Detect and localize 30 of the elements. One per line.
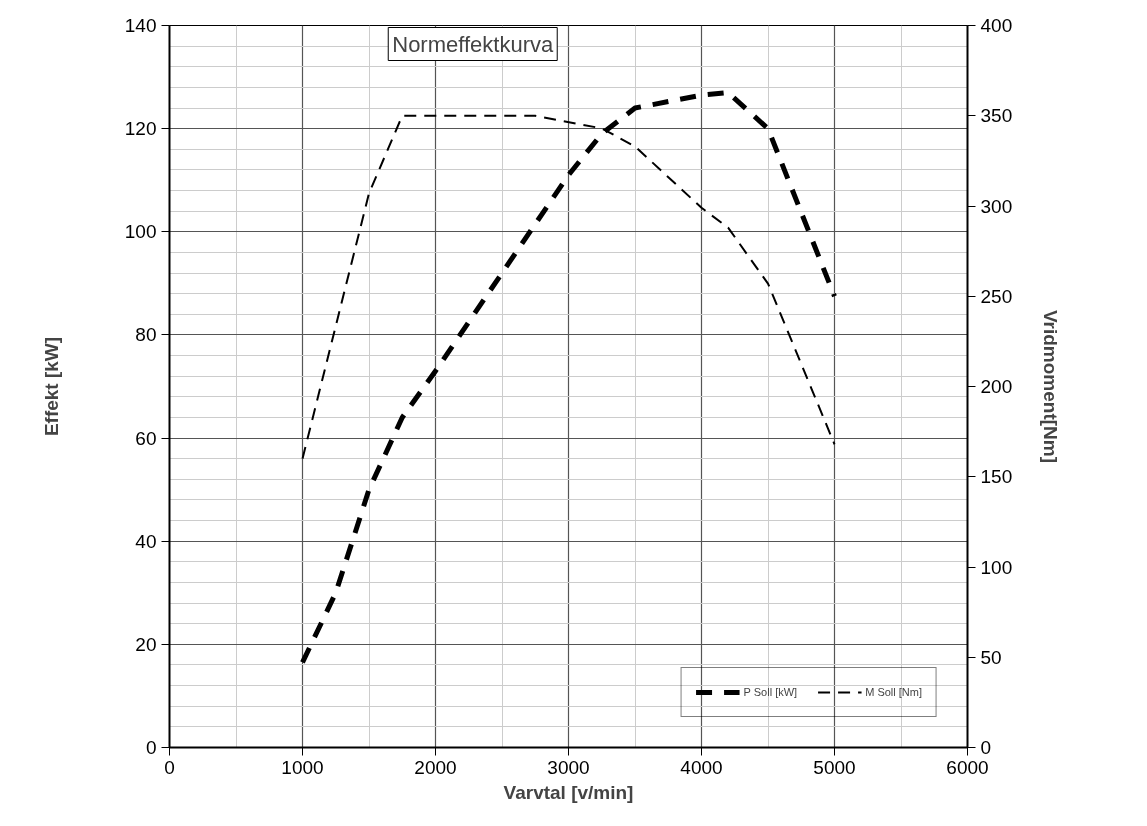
y-tick-label: 60 <box>135 427 157 449</box>
x-tick-label: 1000 <box>281 756 324 778</box>
y2-tick-label: 150 <box>980 466 1013 488</box>
x-tick-label: 5000 <box>813 756 856 778</box>
x-tick-label: 4000 <box>680 756 723 778</box>
y2-tick-label: 0 <box>980 737 992 758</box>
y2-tick-label: 250 <box>980 285 1013 307</box>
y2-tick-label: 50 <box>980 646 1002 668</box>
y-tick-label: 120 <box>124 118 157 140</box>
y-tick-label: 80 <box>135 324 157 346</box>
x-tick-label: 0 <box>164 756 175 778</box>
y-tick-label: 0 <box>145 737 157 758</box>
y2-tick-label: 350 <box>980 105 1013 127</box>
y-tick-label: 100 <box>124 221 157 243</box>
y2-axis-title: Vridmoment[Nm] <box>1040 309 1062 464</box>
legend-label: P Soll [kW] <box>743 686 798 698</box>
y2-tick-label: 200 <box>980 376 1013 397</box>
y2-tick-label: 100 <box>980 556 1013 578</box>
y-tick-label: 140 <box>124 15 157 36</box>
x-axis-title: Varvtal [v/min] <box>503 781 634 803</box>
y-tick-label: 20 <box>135 633 157 655</box>
y-tick-label: 40 <box>135 530 157 552</box>
y2-tick-label: 400 <box>980 15 1013 36</box>
y2-tick-label: 300 <box>980 195 1013 217</box>
x-tick-label: 6000 <box>946 756 989 778</box>
x-tick-label: 2000 <box>414 756 457 778</box>
chart-title: Normeffektkurva <box>392 31 554 57</box>
legend-label: M Soll [Nm] <box>865 686 922 698</box>
x-tick-label: 3000 <box>547 756 590 778</box>
y-axis-title: Effekt [kW] <box>40 336 62 437</box>
